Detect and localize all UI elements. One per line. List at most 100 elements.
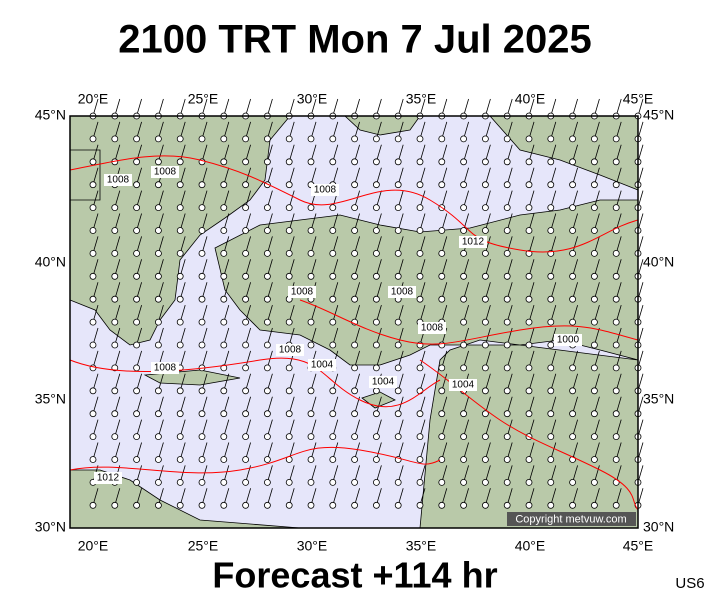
barb-station [372,387,380,395]
barb-station [198,227,206,234]
barb-station [220,364,228,372]
isobar-label-box [554,334,582,346]
barb-station [263,135,271,143]
barb-station [242,410,250,418]
barb-station [329,410,337,418]
barb-station [242,387,250,395]
barb-station [198,318,206,326]
barb-station [438,433,446,441]
barb-station [525,387,533,395]
barb-station [89,456,97,463]
barb-station [612,204,620,212]
barb-station [525,158,533,166]
barb-station [591,433,598,441]
barb-station [329,272,337,280]
barb-station [591,181,598,189]
barb-station [220,501,228,509]
barb-station [242,318,250,326]
barb-station [220,272,228,280]
barb-station [525,341,533,349]
barb-station [460,249,468,257]
barb-station [547,501,555,509]
barb-station [547,364,555,372]
barb-station [569,272,576,280]
barb-station [285,135,293,143]
lon-label: 30°E [297,91,328,107]
barb-station [525,478,533,486]
barb-station [481,501,489,509]
barb-station [372,456,380,463]
barb-station [220,158,228,166]
barb-station [569,135,576,143]
barb-station [242,456,250,463]
lon-label: 35°E [406,91,437,107]
barb-station [612,501,620,509]
barb-station [307,158,315,166]
barb-station [263,387,271,395]
barb-station [89,158,97,166]
barb-station [525,318,533,326]
barb-station [438,272,446,280]
barb-station [372,204,380,212]
barb-station [460,295,468,303]
barb-station [176,181,184,189]
barb-station [176,227,184,234]
barb-station [307,387,315,395]
barb-station [394,181,402,189]
barb-station [154,181,162,189]
barb-station [351,478,359,486]
isobar-label-box [418,322,446,334]
barb-station [481,387,489,395]
barb-station [198,295,206,303]
barb-station [307,227,315,234]
lat-label: 45°N [643,107,674,123]
barb-station [329,158,337,166]
barb-station [133,295,141,303]
barb-station [460,433,468,441]
barb-station [438,410,446,418]
barb-station [394,227,402,234]
barb-station [394,249,402,257]
barb-station [133,433,141,441]
barb-station [481,341,489,349]
isobar-label-box [104,174,132,186]
barb-station [89,364,97,372]
barb-station [481,456,489,463]
barb-station [263,204,271,212]
barb-station [438,364,446,372]
isobar-label: 1008 [154,363,177,374]
barb-station [351,387,359,395]
barb-station [263,433,271,441]
lat-label: 40°N [643,254,674,270]
isobar-label: 1012 [97,473,120,484]
barb-station [351,272,359,280]
barb-station [394,204,402,212]
barb-station [220,318,228,326]
barb-station [591,272,598,280]
barb-station [503,295,511,303]
barb-station [263,272,271,280]
barb-station [416,158,424,166]
barb-station [263,410,271,418]
barb-station [307,341,315,349]
barb-station [351,410,359,418]
barb-station [285,204,293,212]
barb-station [547,135,555,143]
barb-station [394,433,402,441]
barb-station [329,227,337,234]
barb-station [394,501,402,509]
barb-station [154,478,162,486]
barb-station [111,433,119,441]
barb-station [503,456,511,463]
barb-station [198,387,206,395]
barb-station [612,318,620,326]
barb-station [612,387,620,395]
barb-station [263,295,271,303]
barb-station [285,227,293,234]
barb-station [372,433,380,441]
lat-label: 35°N [643,391,674,407]
barb-station [176,135,184,143]
barb-station [263,249,271,257]
barb-station [89,341,97,349]
copyright: Copyright metvuw.com [515,513,626,525]
